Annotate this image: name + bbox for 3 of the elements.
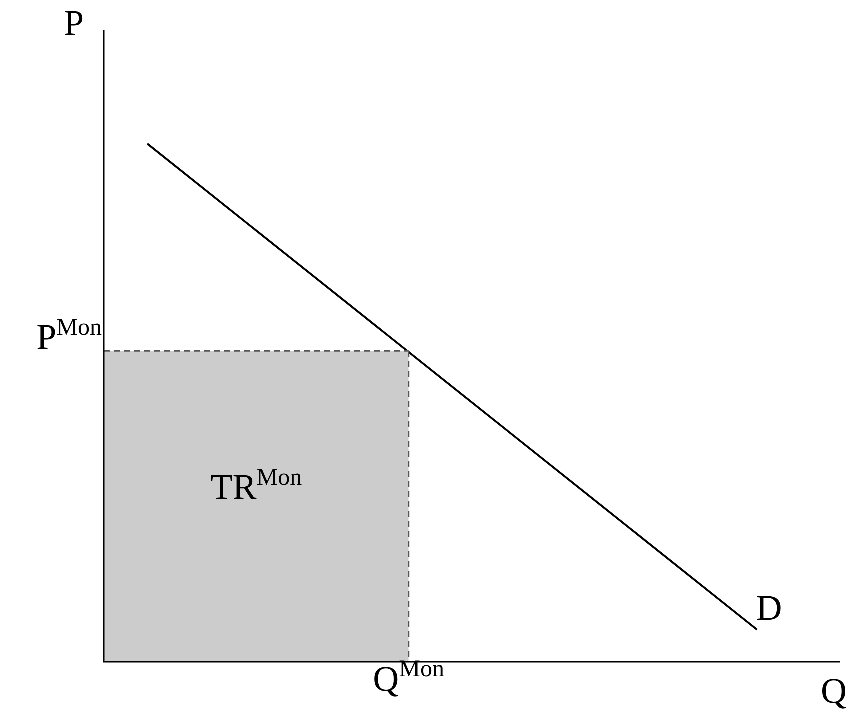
y-axis-title: P — [64, 3, 84, 43]
x-axis-title: Q — [821, 671, 847, 711]
annotation: D — [756, 588, 782, 628]
